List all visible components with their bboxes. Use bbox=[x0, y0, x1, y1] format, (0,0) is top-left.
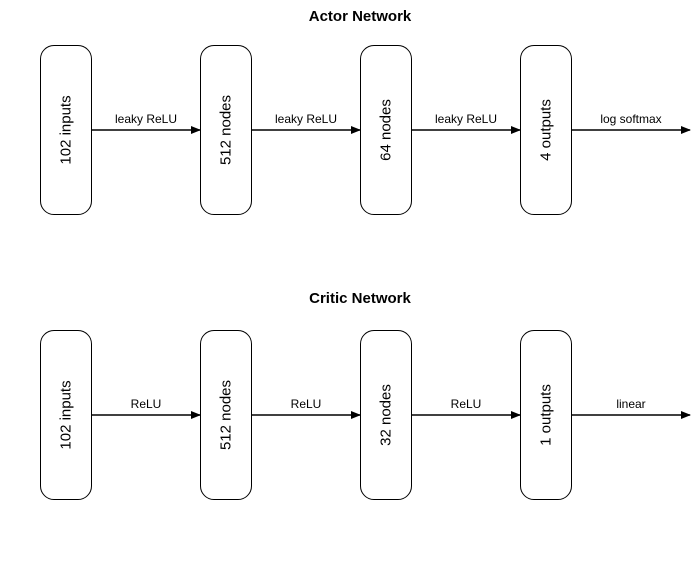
diagram-canvas: Actor Network Critic Network 102 inputs 5… bbox=[0, 0, 700, 574]
actor-network-title: Actor Network bbox=[300, 8, 420, 25]
actor-edge-label: log softmax bbox=[576, 112, 686, 126]
actor-edge-label: leaky ReLU bbox=[411, 112, 521, 126]
critic-edge-label: ReLU bbox=[411, 397, 521, 411]
actor-node: 102 inputs bbox=[40, 45, 92, 215]
actor-node-label: 102 inputs bbox=[58, 95, 75, 164]
actor-node-label: 4 outputs bbox=[538, 99, 555, 161]
critic-node-label: 32 nodes bbox=[378, 384, 395, 446]
critic-node-label: 512 nodes bbox=[218, 380, 235, 450]
critic-node: 512 nodes bbox=[200, 330, 252, 500]
actor-node-label: 512 nodes bbox=[218, 95, 235, 165]
actor-node: 512 nodes bbox=[200, 45, 252, 215]
critic-edge-label: ReLU bbox=[91, 397, 201, 411]
actor-node-label: 64 nodes bbox=[378, 99, 395, 161]
actor-edge-label: leaky ReLU bbox=[91, 112, 201, 126]
actor-edge-label: leaky ReLU bbox=[251, 112, 361, 126]
critic-node-label: 1 outputs bbox=[538, 384, 555, 446]
critic-network-title: Critic Network bbox=[300, 290, 420, 307]
critic-node: 102 inputs bbox=[40, 330, 92, 500]
critic-edge-label: ReLU bbox=[251, 397, 361, 411]
actor-node: 4 outputs bbox=[520, 45, 572, 215]
critic-node: 32 nodes bbox=[360, 330, 412, 500]
critic-edge-label: linear bbox=[576, 397, 686, 411]
critic-node-label: 102 inputs bbox=[58, 380, 75, 449]
actor-node: 64 nodes bbox=[360, 45, 412, 215]
critic-node: 1 outputs bbox=[520, 330, 572, 500]
arrows-layer bbox=[0, 0, 700, 574]
